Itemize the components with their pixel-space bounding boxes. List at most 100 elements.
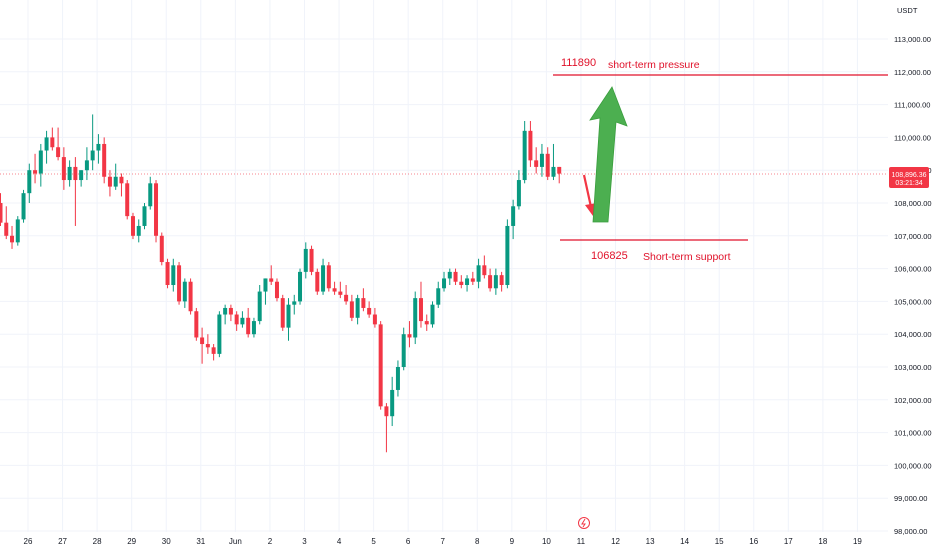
candle[interactable] [67, 160, 72, 187]
candle[interactable] [505, 219, 510, 289]
candle[interactable] [107, 170, 112, 197]
candle[interactable] [557, 166, 562, 184]
candle[interactable] [102, 137, 107, 184]
candle[interactable] [349, 294, 354, 322]
candle[interactable] [413, 291, 418, 345]
candle[interactable] [44, 130, 49, 164]
candle[interactable] [119, 173, 124, 197]
candle[interactable] [84, 147, 89, 181]
candle[interactable] [263, 278, 268, 305]
candle[interactable] [332, 281, 337, 295]
candle[interactable] [251, 317, 256, 338]
candle[interactable] [442, 271, 447, 292]
candle[interactable] [274, 278, 279, 302]
candle[interactable] [223, 304, 228, 325]
candle[interactable] [269, 265, 274, 285]
candle[interactable] [424, 314, 429, 331]
candle[interactable] [27, 163, 32, 203]
candle[interactable] [292, 294, 297, 315]
candle[interactable] [545, 147, 550, 181]
candle[interactable] [61, 147, 66, 190]
candle[interactable] [142, 203, 147, 230]
candle[interactable] [286, 298, 291, 341]
candle[interactable] [488, 268, 493, 292]
candle[interactable] [315, 268, 320, 295]
candle[interactable] [436, 281, 441, 308]
candle[interactable] [298, 268, 303, 305]
candle[interactable] [246, 307, 251, 338]
candle[interactable] [280, 294, 285, 331]
time-axis[interactable]: 26 27 28 29 30 31 Jun 2 3 4 5 6 7 8 9 10 11 12 13 14 15 16 17 1… [24, 537, 863, 546]
candle[interactable] [200, 327, 205, 364]
candle[interactable] [15, 216, 20, 246]
candle[interactable] [113, 163, 118, 190]
candle[interactable] [148, 176, 153, 210]
candle[interactable] [447, 268, 452, 285]
candle[interactable] [372, 307, 377, 328]
candle[interactable] [493, 268, 498, 295]
candle[interactable] [130, 212, 135, 240]
candle[interactable] [361, 288, 366, 312]
candle[interactable] [321, 258, 326, 295]
up-arrow-icon[interactable] [589, 86, 628, 223]
candle[interactable] [217, 311, 222, 358]
candle[interactable] [240, 311, 245, 328]
candle[interactable] [528, 121, 533, 167]
candles-group[interactable] [0, 114, 562, 453]
candle[interactable] [177, 262, 182, 305]
candle[interactable] [234, 311, 239, 331]
candle[interactable] [257, 285, 262, 325]
candle[interactable] [453, 268, 458, 285]
candle[interactable] [10, 225, 15, 249]
candle[interactable] [430, 301, 435, 328]
candle[interactable] [470, 271, 475, 285]
candle[interactable] [367, 301, 372, 318]
candle[interactable] [516, 170, 521, 210]
candle[interactable] [171, 258, 176, 292]
candle[interactable] [338, 281, 343, 299]
candle[interactable] [4, 206, 9, 240]
candle[interactable] [165, 258, 170, 289]
candle[interactable] [418, 281, 423, 328]
candle[interactable] [309, 245, 314, 276]
candle[interactable] [73, 157, 78, 226]
candle[interactable] [194, 307, 199, 341]
candle[interactable] [0, 193, 3, 226]
flash-icon[interactable] [578, 517, 590, 529]
candle[interactable] [355, 294, 360, 325]
candle[interactable] [56, 127, 61, 161]
candle[interactable] [465, 275, 470, 292]
candle[interactable] [482, 255, 487, 279]
candle[interactable] [125, 180, 130, 220]
candle[interactable] [33, 153, 38, 184]
candle[interactable] [136, 219, 141, 243]
candle[interactable] [154, 180, 159, 243]
candle[interactable] [211, 344, 216, 361]
candle[interactable] [551, 143, 556, 181]
candle[interactable] [401, 327, 406, 371]
candle[interactable] [188, 278, 193, 315]
candle[interactable] [344, 285, 349, 305]
candle[interactable] [407, 321, 412, 348]
candle[interactable] [534, 147, 539, 174]
candle[interactable] [21, 189, 26, 223]
candle[interactable] [205, 334, 210, 354]
candle[interactable] [511, 199, 516, 240]
candle[interactable] [228, 304, 233, 322]
candle[interactable] [79, 170, 84, 187]
candle[interactable] [522, 121, 527, 184]
candle[interactable] [96, 134, 101, 164]
candle[interactable] [384, 403, 389, 453]
candle[interactable] [390, 376, 395, 427]
candle[interactable] [378, 321, 383, 410]
candle[interactable] [90, 114, 95, 171]
candle[interactable] [499, 271, 504, 292]
candle[interactable] [326, 262, 331, 292]
candle[interactable] [395, 360, 400, 397]
candle[interactable] [50, 127, 55, 151]
candle[interactable] [182, 278, 187, 308]
candle[interactable] [539, 143, 544, 177]
candle[interactable] [38, 143, 43, 187]
